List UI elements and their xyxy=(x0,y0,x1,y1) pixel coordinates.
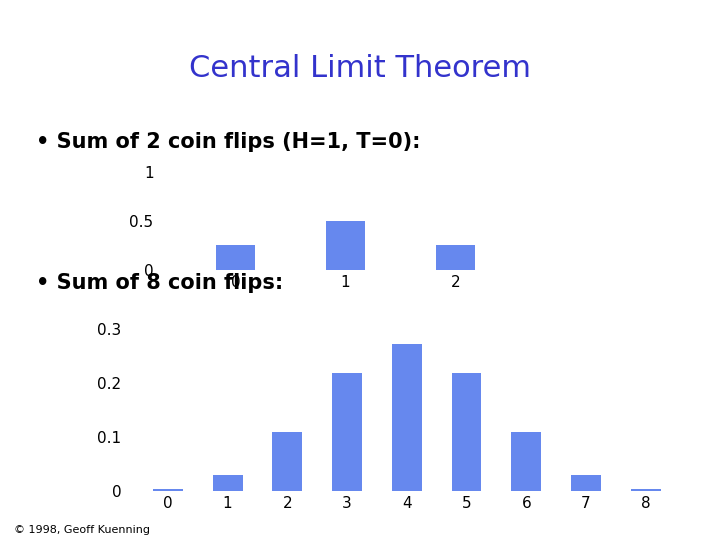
Bar xyxy=(392,344,422,491)
Bar xyxy=(212,475,243,491)
Bar xyxy=(436,246,475,270)
Bar xyxy=(631,489,661,491)
Text: • Sum of 2 coin flips (H=1, T=0):: • Sum of 2 coin flips (H=1, T=0): xyxy=(36,132,420,152)
Bar xyxy=(332,373,362,491)
Text: © 1998, Geoff Kuenning: © 1998, Geoff Kuenning xyxy=(14,524,150,535)
Bar xyxy=(153,489,183,491)
Bar xyxy=(511,433,541,491)
Text: Central Limit Theorem: Central Limit Theorem xyxy=(189,54,531,83)
Bar xyxy=(272,433,302,491)
Bar xyxy=(451,373,482,491)
Bar xyxy=(216,246,255,270)
Text: • Sum of 8 coin flips:: • Sum of 8 coin flips: xyxy=(36,273,283,293)
Bar xyxy=(326,221,365,270)
Bar xyxy=(571,475,601,491)
